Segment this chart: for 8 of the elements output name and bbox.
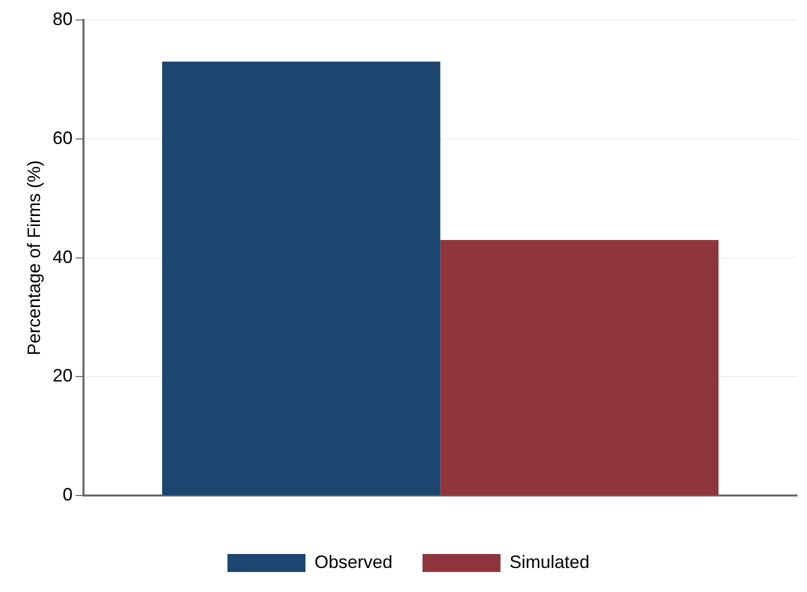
- y-tick-label: 60: [52, 128, 73, 148]
- y-axis-title: Percentage of Firms (%): [24, 160, 44, 356]
- y-tick-label: 40: [52, 246, 73, 267]
- y-tick-label: 20: [52, 366, 73, 386]
- legend-label: Simulated: [510, 552, 590, 572]
- y-tick-label: 0: [62, 484, 73, 505]
- y-tick-label: 80: [52, 8, 73, 29]
- legend-label: Observed: [314, 552, 393, 572]
